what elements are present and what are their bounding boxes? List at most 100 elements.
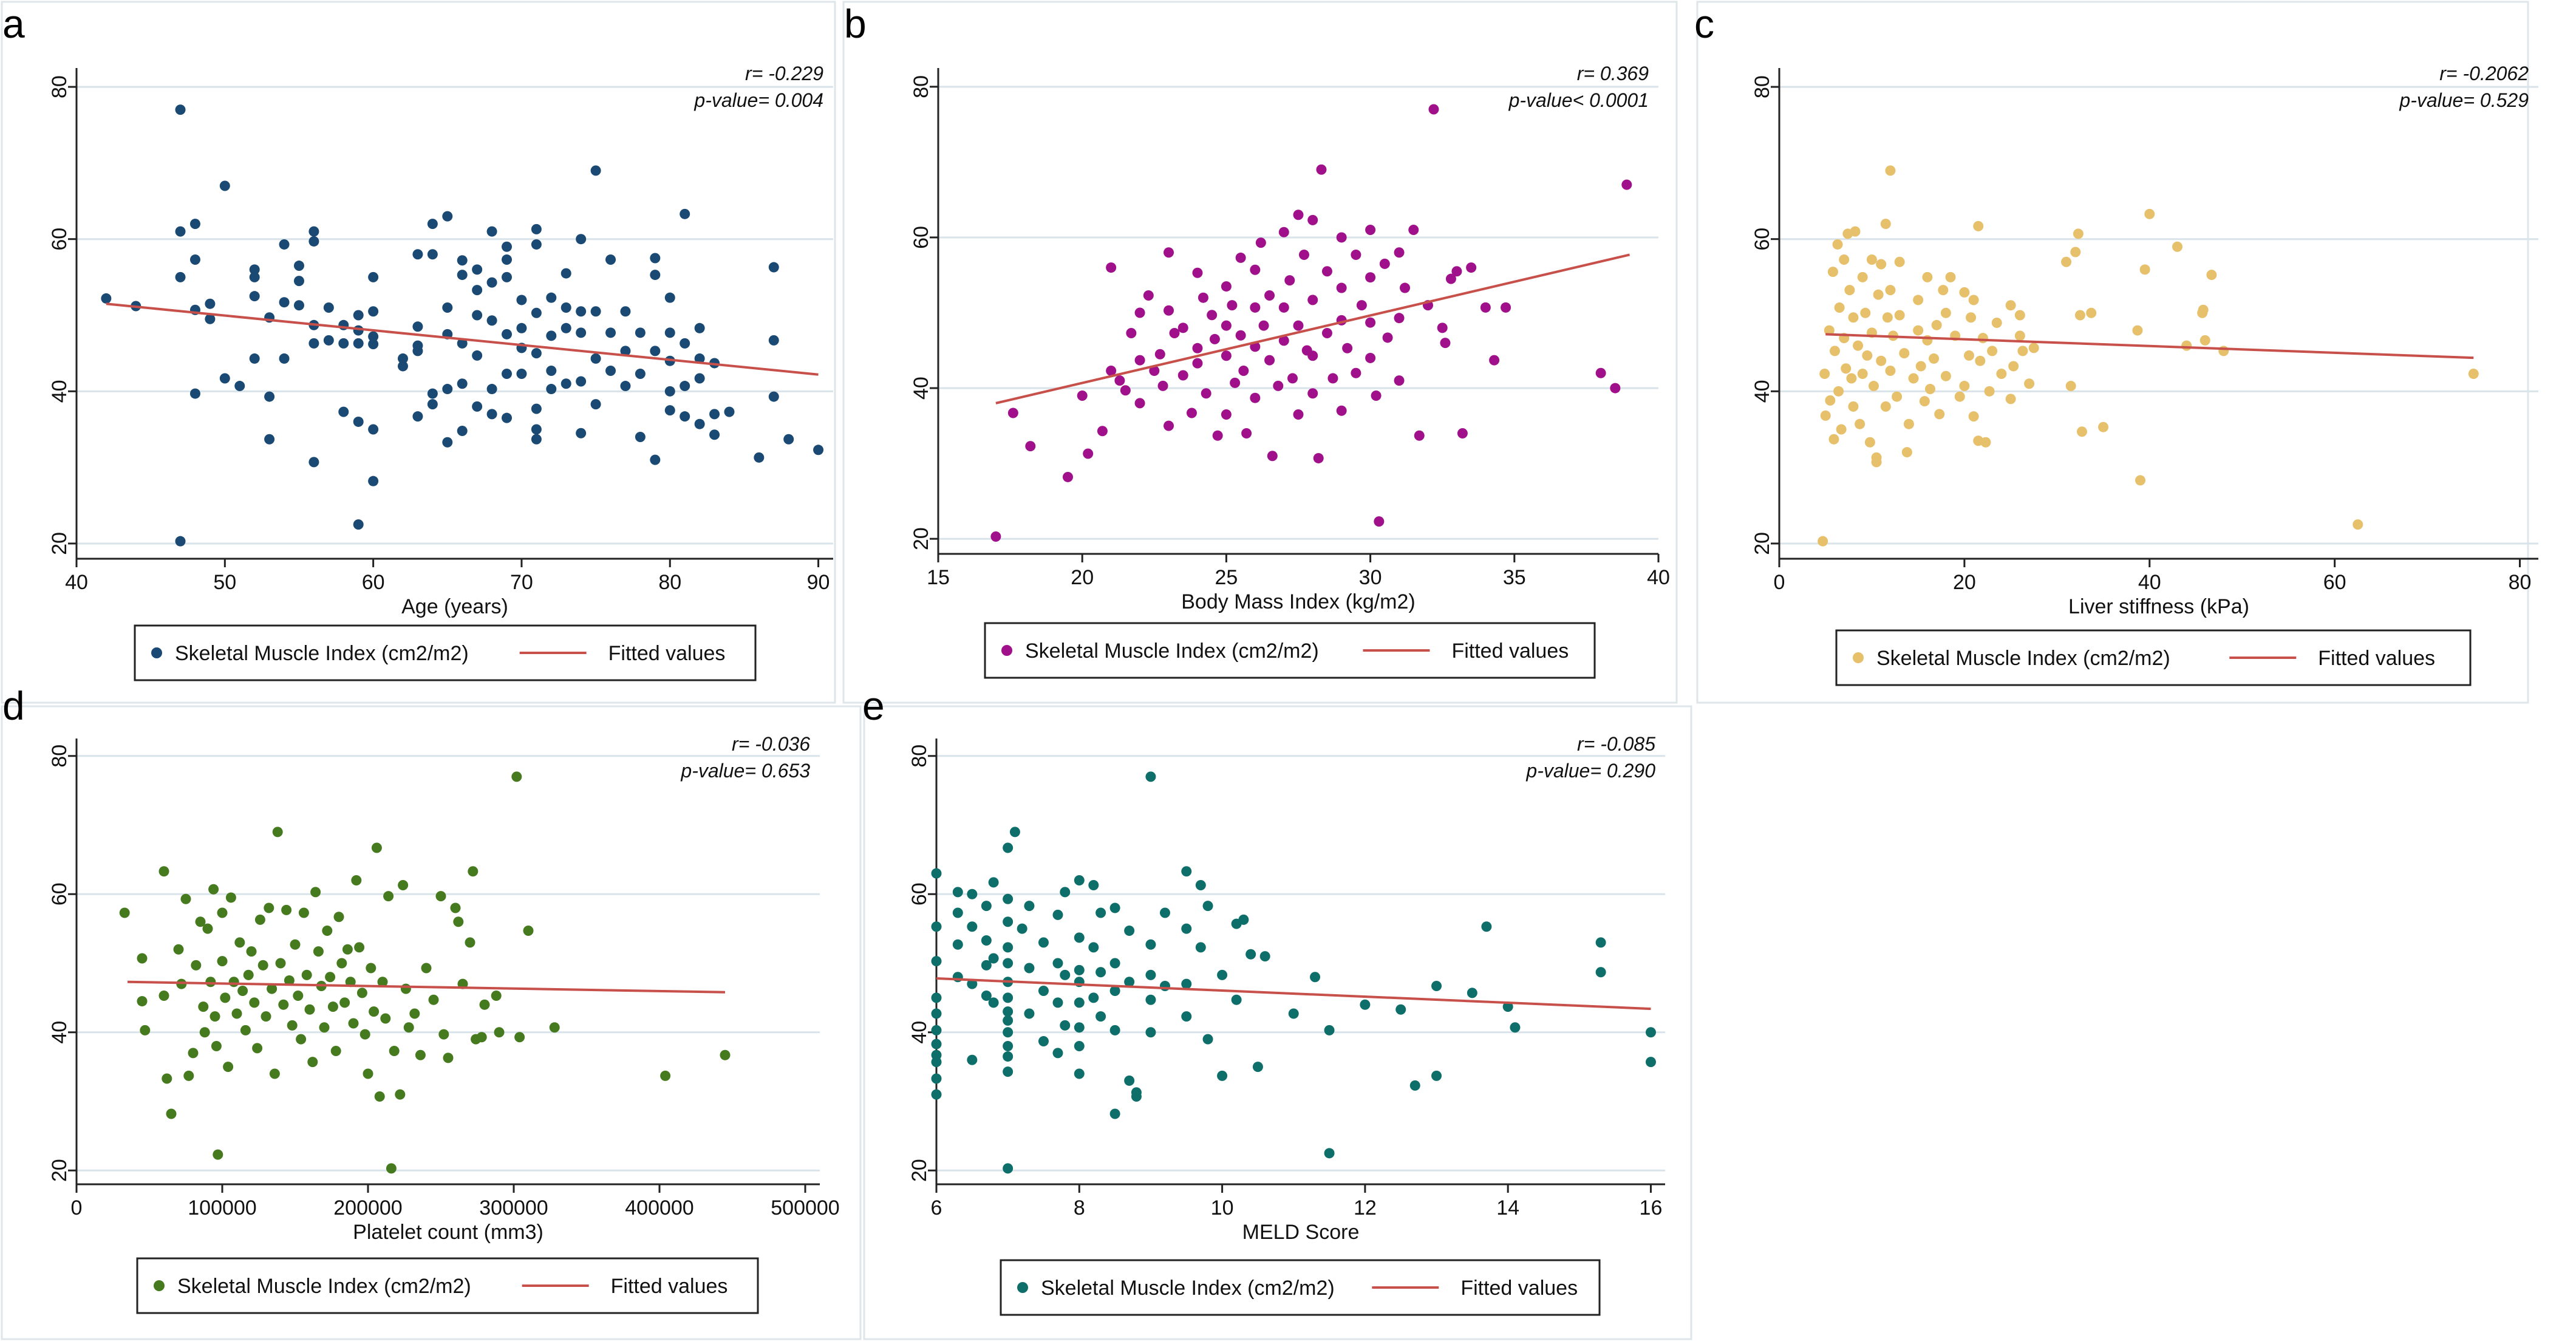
data-point [952,907,963,918]
legend-box [134,624,757,681]
data-point [931,1089,942,1100]
data-point [351,875,362,885]
data-point [2135,475,2146,486]
data-point [680,411,690,422]
data-point [494,1027,505,1038]
data-point [1088,942,1099,953]
stats-r: r= 0.369 [1577,63,1649,84]
data-point [1394,375,1405,386]
data-point [1250,302,1261,313]
data-point [1968,411,1979,422]
data-point [1913,295,1924,305]
data-point [369,1006,380,1017]
data-point [1860,307,1871,318]
data-point [1025,441,1036,452]
panel-frame [1,1,836,704]
data-point [219,180,230,191]
data-point [1245,949,1256,960]
data-point [267,983,278,994]
data-point [1293,409,1304,420]
x-tick-label: 25 [1215,566,1238,589]
data-point [363,1068,373,1079]
data-point [1231,994,1242,1005]
data-point [1017,923,1027,934]
data-point [1876,259,1887,270]
data-point [1221,320,1232,331]
x-tick-label: 35 [1503,566,1526,589]
data-point [1106,366,1117,377]
data-point [1038,986,1049,996]
data-point [576,428,587,438]
data-point [1324,1148,1335,1159]
data-point [1038,937,1049,948]
data-point [1466,262,1477,273]
data-point [1818,536,1828,547]
data-point [398,879,409,890]
fitted-line [106,302,819,376]
data-point [468,866,479,877]
data-point [442,384,453,395]
data-point [1149,366,1160,377]
data-point [308,226,319,237]
data-point [1235,330,1246,341]
data-point [119,907,130,918]
data-point [453,916,464,927]
data-point [175,104,186,115]
data-point [368,306,379,317]
data-point [2024,378,2035,389]
data-point [1595,967,1606,978]
data-point [967,921,978,932]
data-point [330,1045,341,1056]
data-point [279,239,290,250]
x-tick-label: 0 [1774,571,1785,594]
data-point [680,381,690,392]
data-point [1074,964,1085,975]
data-point [1198,292,1208,303]
data-point [1973,220,1984,231]
data-point [605,254,616,265]
data-point [1154,349,1165,360]
x-tick-label: 70 [510,571,533,594]
data-point [223,1062,234,1073]
legend-series-label: Skeletal Muscle Index (cm2/m2) [1876,647,2170,670]
data-point [1457,428,1468,438]
data-point [1321,266,1332,277]
data-point [1351,367,1361,378]
x-tick-label: 200000 [333,1196,402,1219]
data-point [428,994,439,1005]
y-tick-label: 60 [48,228,71,251]
data-point [1919,396,1930,407]
data-point [1095,1011,1106,1022]
data-point [1924,384,1935,395]
y-tick-label: 80 [1751,75,1774,98]
data-point [1908,373,1919,384]
data-point [1832,239,1843,250]
data-point [2073,228,2084,239]
data-point [1938,285,1949,296]
data-point [1968,295,1979,305]
legend-box [984,622,1596,679]
data-point [709,429,720,440]
data-point [287,1020,298,1031]
data-point [664,327,675,338]
data-point [531,223,542,234]
stats-p: p-value= 0.290 [1525,760,1655,782]
data-point [783,434,794,445]
legend-box [1000,1259,1601,1316]
data-point [1003,1015,1014,1026]
legend-series-label: Skeletal Muscle Index (cm2/m2) [177,1275,471,1298]
panel-a: a 20 40 60 80 40 50 60 70 80 90 Age (years) r= -0.22… [1,1,836,704]
data-point [442,437,453,448]
data-point [576,327,587,338]
data-point [368,271,379,282]
data-point [279,297,290,308]
data-point [1841,363,1852,374]
data-point [1074,997,1085,1008]
data-point [694,353,705,364]
data-point [514,1032,525,1043]
data-point [278,999,289,1010]
data-point [1003,1041,1014,1051]
data-point [694,322,705,333]
data-point [1645,1057,1656,1068]
